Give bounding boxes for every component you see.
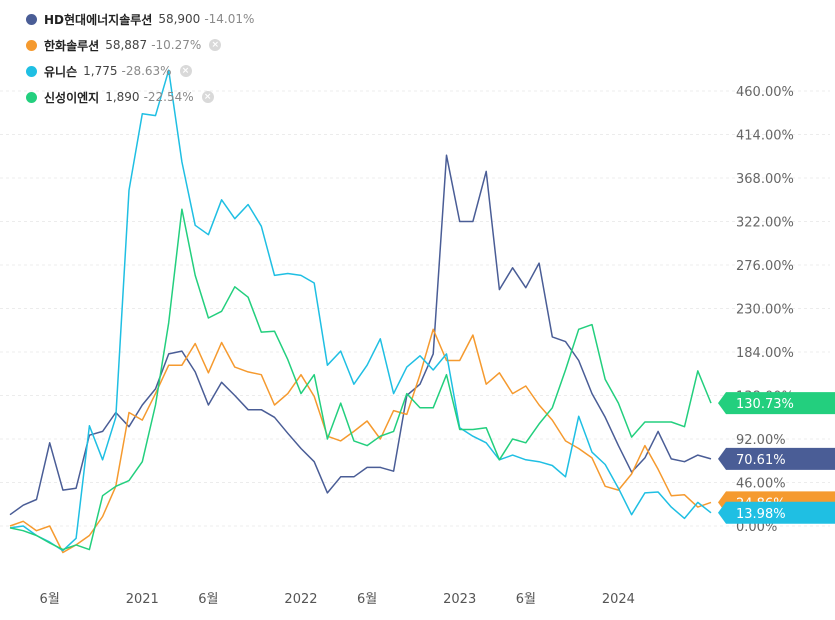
y-tick-label: 368.00% [736,172,794,187]
y-tick-label: 92.00% [736,433,786,448]
legend-dot [26,13,37,25]
x-tick-label: 2024 [602,592,635,607]
last-value-label: 70.61% [736,453,786,468]
x-tick-label: 2023 [443,592,476,607]
last-value-label: 130.73% [736,397,794,412]
x-tick-label: 6월 [40,592,60,607]
legend-series-name: 신성이엔지 [44,90,100,105]
x-tick-label: 2022 [284,592,317,607]
legend-series-value: 58,887 [105,38,148,52]
x-tick-label: 6월 [516,592,536,607]
y-tick-label: 184.00% [736,346,794,361]
y-tick-label: 460.00% [736,85,794,100]
legend-series-change: -10.27% [151,38,202,52]
x-tick-label: 6월 [198,592,218,607]
y-tick-label: 414.00% [736,129,794,144]
remove-series-icon[interactable]: × [179,65,192,77]
series-line [9,154,712,516]
series-line [9,208,712,551]
x-axis-ticks: 6월 2021 6월 2022 6월 2023 6월 2024 [40,592,635,607]
legend-series-value: 1,775 [83,64,118,78]
remove-series-icon[interactable]: × [201,91,214,103]
x-tick-label: 2021 [126,592,159,607]
legend: HD현대에너지솔루션 58,900 -14.01% 한화솔루션 58,887 -… [26,6,262,110]
last-value-badges: 130.73%24.86%70.61%13.98% [718,392,835,524]
legend-series-change: -28.63% [121,64,172,78]
last-value-label: 13.98% [736,507,786,522]
last-value-badge [718,447,835,470]
legend-series-change: -14.01% [204,12,255,26]
series-line [9,328,712,554]
legend-series-change: -22.54% [143,90,194,104]
gridlines [0,90,830,527]
legend-item[interactable]: 유니슨 1,775 -28.63% × [26,58,262,84]
remove-series-icon[interactable]: × [209,39,222,51]
legend-item[interactable]: HD현대에너지솔루션 58,900 -14.01% [26,6,262,32]
series-lines [9,69,712,554]
series-line [9,69,712,552]
legend-series-value: 58,900 [158,12,201,26]
legend-series-name: 유니슨 [44,64,78,79]
legend-dot [26,91,37,103]
legend-series-name: 한화솔루션 [44,38,100,53]
legend-dot [26,39,37,51]
y-tick-label: 322.00% [736,216,794,231]
legend-series-value: 1,890 [105,90,140,104]
last-value-badge [718,501,835,524]
legend-item[interactable]: 신성이엔지 1,890 -22.54% × [26,84,262,110]
legend-dot [26,65,37,77]
y-tick-label: 230.00% [736,303,794,318]
legend-item[interactable]: 한화솔루션 58,887 -10.27% × [26,32,262,58]
y-tick-label: 276.00% [736,259,794,274]
last-value-badge [718,392,835,415]
y-tick-label: 46.00% [736,477,786,492]
legend-series-name: HD현대에너지솔루션 [44,12,153,27]
x-tick-label: 6월 [357,592,377,607]
y-axis-ticks: 0.00%46.00%92.00%138.00%184.00%230.00%27… [736,85,794,535]
